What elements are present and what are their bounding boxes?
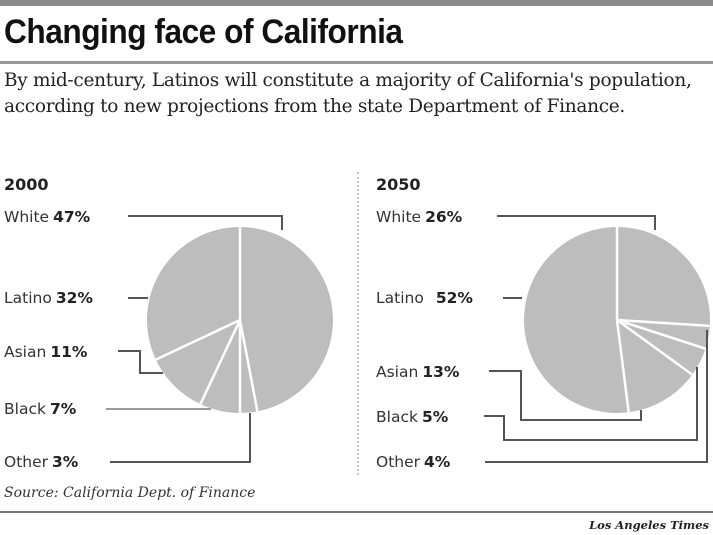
pie-slice-white (617, 227, 711, 326)
slice-value: 4% (424, 453, 451, 471)
leader-line-other (110, 413, 251, 463)
top-rule (0, 0, 713, 6)
slice-name: Latino (4, 289, 52, 307)
slice-label-asian: Asian 11% (4, 343, 88, 361)
slice-value: 5% (422, 408, 449, 426)
slice-separator (155, 318, 241, 361)
slice-label-other: Other 3% (4, 453, 79, 471)
pie-title-2050: 2050 (376, 175, 421, 194)
slice-name: Asian (4, 343, 46, 361)
panel-divider (357, 172, 359, 475)
pie-slice-latino (524, 227, 629, 414)
slice-value: 26% (425, 208, 463, 226)
slice-label-white: White 47% (4, 208, 91, 226)
slice-label-black: Black 5% (376, 408, 449, 426)
slice-value: 32% (56, 289, 94, 307)
slice-name: Asian (376, 363, 418, 381)
slice-separator (199, 319, 242, 405)
pie-slice-asian (155, 320, 240, 405)
leader-line-white (497, 215, 656, 230)
slice-value: 11% (50, 343, 88, 361)
publisher-credit: Los Angeles Times (589, 518, 709, 532)
slice-separator (615, 319, 630, 413)
leader-line-asian (489, 370, 642, 421)
slice-name: Latino (376, 289, 424, 307)
slice-value: 3% (52, 453, 79, 471)
leader-line-asian (118, 350, 163, 374)
slice-name: White (376, 208, 421, 226)
slice-label-black: Black 7% (4, 400, 77, 418)
slice-separator (238, 319, 259, 412)
pie-slice-asian (617, 320, 693, 413)
slice-separator (616, 318, 706, 350)
slice-label-latino: Latino 32% (4, 289, 93, 307)
pie-slice-latino (146, 226, 240, 360)
slice-separator (616, 318, 710, 328)
slice-value: 47% (53, 208, 91, 226)
slice-label-asian: Asian 13% (376, 363, 460, 381)
slice-value: 13% (422, 363, 460, 381)
leader-line-black (484, 367, 698, 441)
slice-label-other: Other 4% (376, 453, 451, 471)
source-note: Source: California Dept. of Finance (4, 485, 256, 501)
slice-name: Other (376, 453, 421, 471)
slice-name: Black (4, 400, 46, 418)
slice-label-latino: Latino 52% (376, 289, 473, 307)
pie-title-2000: 2000 (4, 175, 49, 194)
slice-separator (616, 318, 693, 376)
title-rule (0, 61, 713, 64)
slice-label-white: White 26% (376, 208, 463, 226)
slice-name: Black (376, 408, 418, 426)
leader-line-other (485, 330, 708, 463)
slice-value: 7% (50, 400, 77, 418)
slice-value: 52% (436, 289, 474, 307)
pie-slice-white (240, 227, 333, 412)
slice-name: White (4, 208, 49, 226)
pie-slice-black (617, 320, 706, 375)
leader-line-white (128, 215, 283, 230)
intro-text: By mid-century, Latinos will constitute … (4, 70, 692, 117)
chart-title: Changing face of California (4, 13, 403, 51)
slice-name: Other (4, 453, 49, 471)
bottom-rule (0, 511, 713, 513)
